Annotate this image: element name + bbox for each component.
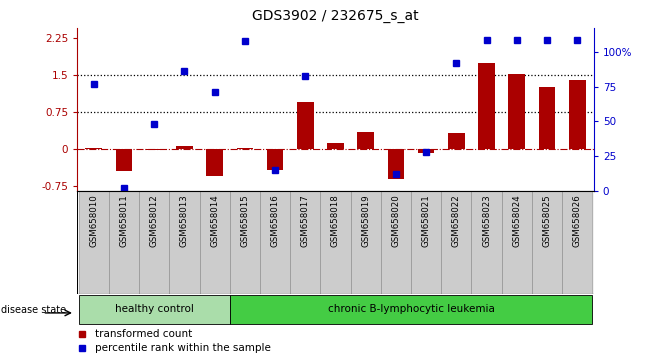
Text: GSM658012: GSM658012: [150, 194, 159, 247]
Text: GSM658010: GSM658010: [89, 194, 98, 247]
Bar: [351, 191, 381, 294]
Text: GSM658020: GSM658020: [391, 194, 401, 247]
Text: transformed count: transformed count: [95, 329, 193, 339]
Bar: [539, 86, 556, 149]
Bar: [327, 143, 344, 149]
Bar: [297, 102, 313, 149]
Bar: [320, 191, 351, 294]
Bar: [418, 149, 434, 153]
Bar: [502, 191, 532, 294]
Text: percentile rank within the sample: percentile rank within the sample: [95, 343, 271, 353]
Bar: [79, 191, 109, 294]
Bar: [229, 295, 592, 324]
Text: chronic B-lymphocytic leukemia: chronic B-lymphocytic leukemia: [327, 304, 495, 314]
Text: GSM658023: GSM658023: [482, 194, 491, 247]
Text: GSM658017: GSM658017: [301, 194, 310, 247]
Bar: [229, 191, 260, 294]
Bar: [290, 191, 320, 294]
Bar: [442, 191, 472, 294]
Text: GSM658024: GSM658024: [512, 194, 521, 247]
Bar: [139, 191, 169, 294]
Bar: [109, 191, 139, 294]
Text: GSM658011: GSM658011: [119, 194, 129, 247]
Bar: [381, 191, 411, 294]
Bar: [79, 295, 229, 324]
Text: GSM658013: GSM658013: [180, 194, 189, 247]
Bar: [267, 149, 283, 170]
Bar: [388, 149, 404, 179]
Bar: [169, 191, 199, 294]
Text: GSM658018: GSM658018: [331, 194, 340, 247]
Bar: [176, 146, 193, 149]
Bar: [448, 133, 464, 149]
Text: healthy control: healthy control: [115, 304, 194, 314]
Bar: [115, 149, 132, 171]
Bar: [532, 191, 562, 294]
Text: GSM658019: GSM658019: [361, 194, 370, 247]
Text: GSM658022: GSM658022: [452, 194, 461, 247]
Bar: [569, 80, 586, 149]
Bar: [85, 148, 102, 149]
Text: GSM658015: GSM658015: [240, 194, 250, 247]
Bar: [478, 63, 495, 149]
Text: GSM658014: GSM658014: [210, 194, 219, 247]
Text: disease state: disease state: [1, 305, 66, 315]
Text: GSM658021: GSM658021: [421, 194, 431, 247]
Text: GSM658025: GSM658025: [542, 194, 552, 247]
Bar: [260, 191, 290, 294]
Bar: [199, 191, 229, 294]
Bar: [146, 149, 162, 150]
Bar: [472, 191, 502, 294]
Bar: [358, 132, 374, 149]
Text: GSM658026: GSM658026: [573, 194, 582, 247]
Bar: [411, 191, 442, 294]
Text: GSM658016: GSM658016: [270, 194, 280, 247]
Bar: [562, 191, 592, 294]
Bar: [207, 149, 223, 176]
Text: GDS3902 / 232675_s_at: GDS3902 / 232675_s_at: [252, 9, 419, 23]
Bar: [509, 74, 525, 149]
Bar: [237, 148, 253, 149]
